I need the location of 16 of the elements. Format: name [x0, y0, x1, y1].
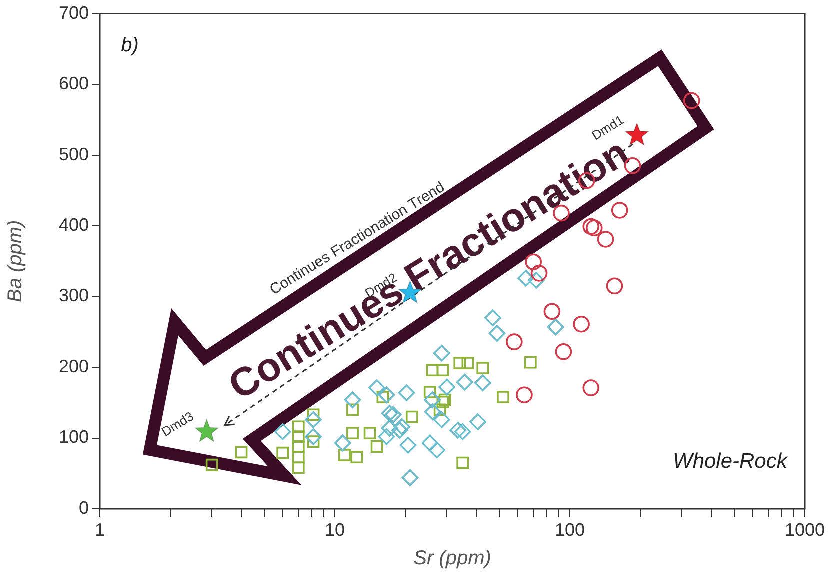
y-axis-title: Ba (ppm) [4, 220, 27, 303]
y-tick-label: 200 [58, 356, 89, 376]
y-tick-label: 700 [58, 2, 89, 23]
y-tick-label: 0 [78, 498, 89, 518]
annotation: b) [121, 34, 139, 57]
y-tick-label: 500 [58, 144, 89, 164]
y-tick-label: 600 [58, 74, 89, 94]
x-axis-title: Sr (ppm) [414, 548, 492, 570]
x-tick-label: 100 [554, 520, 586, 540]
x-tick-label: 1000 [784, 520, 826, 540]
y-tick-label: 300 [58, 286, 89, 306]
x-tick-label: 1 [94, 520, 106, 540]
x-tick-label: 10 [324, 520, 346, 540]
annotation: Whole-Rock [673, 450, 789, 473]
y-tick-label: 400 [58, 214, 89, 235]
y-tick-label: 100 [58, 427, 89, 448]
